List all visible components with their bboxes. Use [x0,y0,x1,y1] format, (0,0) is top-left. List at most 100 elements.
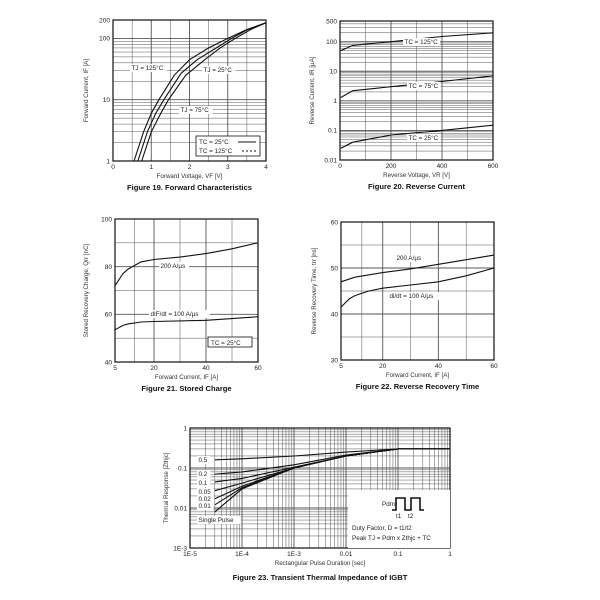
x-tick-label: 1E-3 [287,551,301,558]
x-tick-label: 60 [254,365,262,372]
x-tick-label: 3 [226,164,230,171]
y-tick-label: 0.1 [328,128,337,135]
label-background [197,495,214,503]
chart-figure-22: 5 20 40 60 30 40 50 60 Forward Current, IF [A] Re… [311,219,498,391]
y-tick-label: 40 [105,359,113,366]
y-tick-label: 1E-3 [173,545,187,552]
y-tick-label: 60 [331,219,339,226]
plot-frame [112,19,267,162]
legend-entry: TC = 125°C [199,147,233,155]
y-axis-label: Reverse Recovery Time, trr [ns] [311,247,318,334]
y-tick-label: 100 [326,39,337,46]
y-tick-label: 200 [99,17,110,24]
series-label: TC = 25°C [409,134,439,142]
series-line [114,316,259,331]
label-background [388,292,446,300]
chart-title: Figure 22. Reverse Recovery Time [356,382,480,391]
label-background [197,502,214,510]
label-background [197,488,214,496]
x-axis-label: Rectangular Pulse Duration [sec] [275,560,366,567]
series-label: 0.1 [199,480,208,487]
y-tick-label: 30 [331,357,339,364]
condition-note: TC = 25°C [211,339,241,347]
x-tick-label: 40 [202,365,210,372]
y-tick-label: 100 [101,216,112,223]
y-tick-label: 0.01 [174,505,187,512]
label-background [407,82,441,90]
chart-title: Figure 23. Transient Thermal Impedance o… [233,573,408,582]
series-label: 0.2 [199,471,208,478]
label-background [197,479,211,487]
x-tick-label: 5 [339,363,343,370]
y-tick-label: 1 [183,425,187,432]
label-background [159,262,190,270]
x-tick-label: 1 [448,551,452,558]
x-tick-label: 20 [379,363,387,370]
series-label: di/dt = 100 A/µs [390,293,434,300]
label-background [197,516,241,524]
x-tick-label: 200 [386,163,397,170]
x-tick-label: 1E-4 [235,551,249,558]
series-label: TJ = 125°C [132,64,164,72]
peak-tj-note: Peak TJ = Pdm x Zthjc + TC [352,535,431,542]
label-background [407,134,441,142]
series-label: 0.5 [199,457,208,464]
series-label: TC = 75°C [409,82,439,90]
duty-factor-inset [348,490,450,548]
y-tick-label: 500 [326,18,337,25]
y-tick-label: 0.1 [178,465,187,472]
x-tick-label: 0 [338,163,342,170]
x-tick-label: 400 [437,163,448,170]
y-axis-label: Forward Current, IF [A] [83,59,90,123]
x-tick-label: 1E-5 [183,551,197,558]
y-tick-label: 80 [105,264,113,271]
series-line [214,448,450,513]
series-line [340,254,495,283]
x-tick-label: 5 [113,365,117,372]
series-label: TC = 125°C [405,38,439,46]
chart-title: Figure 21. Stored Charge [141,384,231,393]
series-line [340,267,495,308]
label-background [395,254,426,262]
label-background [197,470,211,478]
x-axis-label: Forward Current, IF [A] [386,372,450,379]
series-label: TJ = 25°C [204,66,233,74]
plot-frame [340,221,495,361]
y-tick-label: 10 [330,69,338,76]
x-axis-label: Forward Current, IF [A] [155,374,219,381]
label-background [197,456,211,464]
label-background [179,106,213,114]
series-line [340,75,494,98]
x-tick-label: 40 [435,363,443,370]
series-label: 200 A/µs [397,255,422,262]
series-line [340,32,494,52]
pulse-waveform-icon [392,497,424,511]
series-line [340,124,494,149]
x-tick-label: 0.01 [340,551,353,558]
series-label: Single Pulse [199,517,235,524]
x-tick-label: 2 [188,164,192,171]
x-tick-label: 20 [150,365,158,372]
x-tick-label: 0 [111,164,115,171]
plot-frame [189,427,451,549]
series-label: 0.01 [199,503,212,510]
plot-frame [339,20,494,161]
x-tick-label: 0.1 [393,551,402,558]
condition-box [207,336,253,348]
label-background [149,310,210,318]
grid [340,221,495,361]
series-label: 200 A/µs [161,263,186,270]
y-tick-label: 10 [103,97,111,104]
series-line [137,22,267,162]
chart-title: Figure 19. Forward Characteristics [127,183,252,192]
x-axis-label: Forward Voltage, VF [V] [157,173,223,180]
y-tick-label: 1 [106,158,110,165]
pdm-label: Pdm [382,501,395,508]
chart-figure-20: 0 200 400 600 0.01 0.1 1 10 100 500 Reverse Voltag… [309,18,499,191]
y-tick-label: 100 [99,36,110,43]
chart-figure-21: 5 20 40 60 40 60 80 100 Forward Current, IF [A] S… [83,216,262,393]
legend-entry: TC = 25°C [199,138,229,146]
series-line [114,242,259,287]
